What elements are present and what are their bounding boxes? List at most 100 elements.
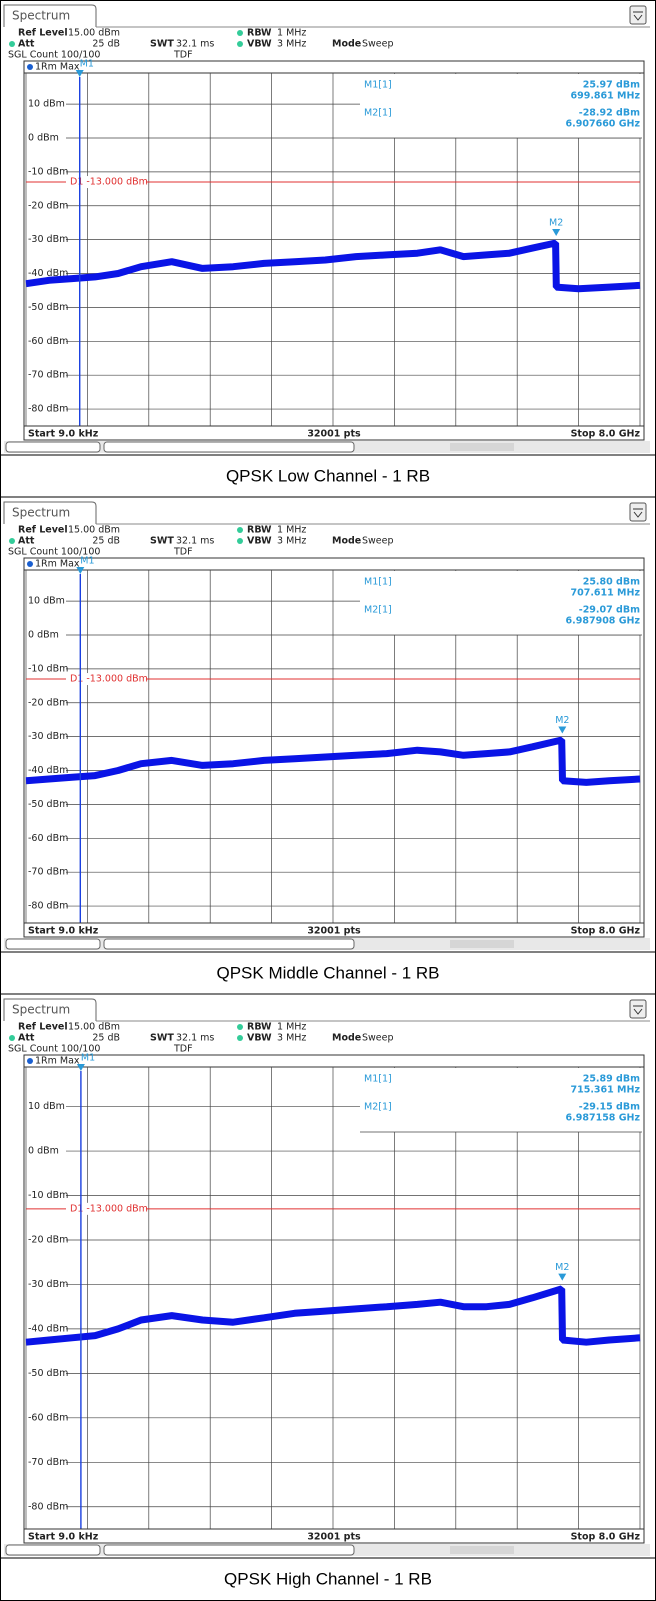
marker-readout-name: M1[1] xyxy=(364,80,392,91)
tab-title: Spectrum xyxy=(12,9,70,23)
menu-icon-glyph xyxy=(633,508,643,518)
att-dot xyxy=(9,1035,15,1041)
y-tick-label: 0 dBm xyxy=(28,132,59,143)
att: 25 dB xyxy=(92,1033,120,1044)
rbw: 1 MHz xyxy=(277,1022,306,1033)
y-tick-label: -20 dBm xyxy=(28,1234,68,1245)
marker-triangle xyxy=(558,1273,567,1281)
marker-readout-name: M2[1] xyxy=(364,605,392,616)
marker-readout-freq: 6.987158 GHz xyxy=(566,1113,641,1124)
y-tick-label: -80 dBm xyxy=(28,1501,68,1512)
marker-label: M2 xyxy=(555,1262,569,1273)
vbw: 3 MHz xyxy=(277,536,306,547)
mode-label: Mode xyxy=(332,39,361,50)
y-tick-label: -50 dBm xyxy=(28,799,68,810)
caption: QPSK Low Channel - 1 RB xyxy=(226,466,430,485)
marker-readout-level: -28.92 dBm xyxy=(579,108,640,119)
y-tick-label: -40 dBm xyxy=(28,765,68,776)
y-tick-label: -80 dBm xyxy=(28,404,68,415)
swt-label: SWT xyxy=(150,39,174,50)
trace-label: 1Rm Max xyxy=(35,1056,80,1067)
marker-triangle xyxy=(75,70,84,77)
menu-icon xyxy=(629,502,647,522)
y-tick-label: -40 dBm xyxy=(28,268,68,279)
rbw-label: RBW xyxy=(247,525,272,536)
y-tick-label: -60 dBm xyxy=(28,1412,68,1423)
vbw-dot xyxy=(237,538,243,544)
trace-label: 1Rm Max xyxy=(35,62,80,73)
y-tick-label: -10 dBm xyxy=(28,1190,68,1201)
start-label: Start 9.0 kHz xyxy=(28,926,99,937)
swt: 32.1 ms xyxy=(176,1033,214,1044)
y-tick-label: -70 dBm xyxy=(28,370,68,381)
marker-label: M2 xyxy=(555,715,569,726)
tab xyxy=(3,501,97,524)
y-tick-label: -80 dBm xyxy=(28,901,68,912)
y-tick-label: -30 dBm xyxy=(28,1279,68,1290)
trace-label: 1Rm Max xyxy=(35,559,80,570)
status-field xyxy=(103,1544,355,1556)
display-line-label: D1 -13.000 dBm xyxy=(70,177,148,188)
marker-readout-name: M2[1] xyxy=(364,108,392,119)
y-tick-label: 0 dBm xyxy=(28,629,59,640)
marker-readout-level: -29.07 dBm xyxy=(579,605,640,616)
marker-readout-name: M1[1] xyxy=(364,577,392,588)
swt-label: SWT xyxy=(150,1033,174,1044)
y-tick-label: 10 dBm xyxy=(28,99,65,110)
points-label: 32001 pts xyxy=(307,429,361,440)
sgl-count: SGL Count 100/100 xyxy=(8,50,100,61)
readout-box xyxy=(360,571,642,635)
y-tick-label: 10 dBm xyxy=(28,1101,65,1112)
sgl-count: SGL Count 100/100 xyxy=(8,547,100,558)
y-tick-label: -70 dBm xyxy=(28,1457,68,1468)
display-line-label: D1 -13.000 dBm xyxy=(70,674,148,685)
trace-dot xyxy=(27,1058,33,1064)
marker-readout-freq: 699.861 MHz xyxy=(570,91,640,102)
marker-readout-name: M2[1] xyxy=(364,1102,392,1113)
y-tick-label: -50 dBm xyxy=(28,302,68,313)
caption: QPSK High Channel - 1 RB xyxy=(224,1569,432,1588)
y-tick-label: -30 dBm xyxy=(28,234,68,245)
y-tick-label: -20 dBm xyxy=(28,200,68,211)
trace-dot xyxy=(27,64,33,70)
stop-label: Stop 8.0 GHz xyxy=(571,926,641,937)
y-tick-label: 0 dBm xyxy=(28,1146,59,1157)
rbw-label: RBW xyxy=(247,1022,272,1033)
display-line-label-bg xyxy=(66,673,146,686)
rbw-dot xyxy=(237,1024,243,1030)
swt-label: SWT xyxy=(150,536,174,547)
sgl-count: SGL Count 100/100 xyxy=(8,1044,100,1055)
marker-triangle xyxy=(76,567,85,574)
marker-triangle xyxy=(552,228,561,236)
status-progress xyxy=(450,1546,514,1554)
tdf: TDF xyxy=(173,50,193,61)
marker-readout-level: 25.80 dBm xyxy=(583,577,640,588)
marker-readout-freq: 715.361 MHz xyxy=(570,1085,640,1096)
start-label: Start 9.0 kHz xyxy=(28,1532,99,1543)
menu-icon xyxy=(629,999,647,1019)
y-tick-label: -10 dBm xyxy=(28,663,68,674)
y-tick-label: -60 dBm xyxy=(28,833,68,844)
ref-level: 15.00 dBm xyxy=(68,28,120,39)
y-tick-label: -70 dBm xyxy=(28,867,68,878)
marker-readout-level: 25.97 dBm xyxy=(583,80,640,91)
mode: Sweep xyxy=(362,39,394,50)
marker-readout-freq: 707.611 MHz xyxy=(570,588,640,599)
marker-triangle xyxy=(558,726,567,734)
marker-readout-level: -29.15 dBm xyxy=(579,1102,640,1113)
menu-icon-glyph xyxy=(633,11,643,21)
mode-label: Mode xyxy=(332,536,361,547)
status-progress xyxy=(450,443,514,451)
status-field xyxy=(5,938,101,950)
marker-readout-freq: 6.907660 GHz xyxy=(566,119,641,130)
rbw-dot xyxy=(237,527,243,533)
marker-readout-level: 25.89 dBm xyxy=(583,1074,640,1085)
vbw: 3 MHz xyxy=(277,39,306,50)
marker-label: M1 xyxy=(80,556,94,567)
rbw-dot xyxy=(237,30,243,36)
status-field xyxy=(103,938,355,950)
points-label: 32001 pts xyxy=(307,1532,361,1543)
